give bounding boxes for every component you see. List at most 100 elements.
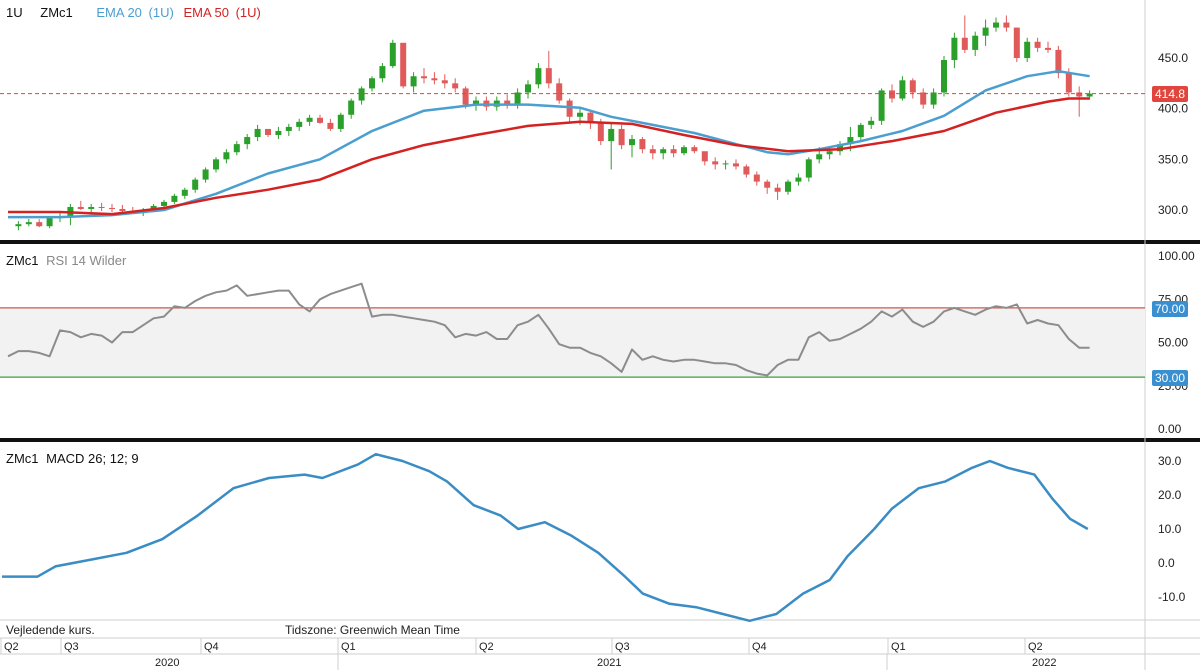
candle-body <box>1045 47 1051 50</box>
candle-body <box>265 128 271 136</box>
rsi-header: ZMc1 RSI 14 Wilder <box>6 253 126 268</box>
rsi-label: RSI 14 Wilder <box>46 253 127 268</box>
candle-body <box>795 177 802 182</box>
quarter-label: Q4 <box>752 641 767 653</box>
macd-line <box>2 452 1089 623</box>
candle-body <box>649 149 656 154</box>
candle-body <box>337 114 344 129</box>
ema50-label: EMA 50 <box>183 5 229 20</box>
candle-body <box>785 181 791 192</box>
year-label: 2021 <box>597 657 621 669</box>
candle-body <box>296 121 303 127</box>
rsi-symbol: ZMc1 <box>6 253 39 268</box>
macd-y-tick-label: 10.0 <box>1158 522 1182 536</box>
candle-body <box>930 92 937 105</box>
candle-body <box>941 60 947 93</box>
candle-body <box>691 147 698 152</box>
rsi-y-tick-label: 0.00 <box>1158 422 1182 436</box>
panel-divider <box>0 240 1200 244</box>
macd-y-tick-label: 30.0 <box>1158 454 1182 468</box>
panel-divider <box>0 438 1200 442</box>
ema20-interval: (1U) <box>148 5 174 20</box>
year-label: 2022 <box>1032 657 1056 669</box>
quarter-label: Q2 <box>4 641 19 653</box>
candle-body <box>993 22 999 28</box>
candle-body <box>733 163 739 167</box>
candle-body <box>951 37 958 61</box>
candle-body <box>899 80 906 99</box>
candle-body <box>462 88 469 105</box>
candle-body <box>577 112 583 117</box>
candle-body <box>88 206 95 209</box>
candle-body <box>587 112 594 123</box>
candle-body <box>608 128 615 142</box>
candle-body <box>1003 22 1010 28</box>
candle-body <box>410 76 417 87</box>
candle-body <box>369 78 375 89</box>
candle-body <box>816 154 823 160</box>
rsi-y-tick-label: 50.00 <box>1158 336 1188 350</box>
price-y-tick-label: 350.0 <box>1158 152 1188 166</box>
candle-body <box>358 88 365 101</box>
candle-body <box>306 117 313 122</box>
candle-body <box>982 27 989 36</box>
candle-body <box>192 179 199 190</box>
candle-body <box>837 144 843 152</box>
candle-body <box>421 76 427 79</box>
candle-body <box>15 224 22 227</box>
price-note: Vejledende kurs. <box>6 623 95 637</box>
candle-body <box>1076 92 1083 97</box>
rsi-line <box>7 282 1090 377</box>
candle-body <box>244 137 251 145</box>
candle-body <box>161 201 167 206</box>
macd-y-tick-label: 0.0 <box>1158 556 1175 570</box>
candle-body <box>753 174 760 182</box>
candle-body <box>275 130 282 136</box>
candle-body <box>400 42 407 87</box>
candle-body <box>317 117 323 123</box>
quarter-label: Q1 <box>341 641 356 653</box>
candle-body <box>202 169 209 180</box>
candle-body <box>1086 93 1093 97</box>
candle-body <box>514 92 521 105</box>
candle-body <box>535 68 542 85</box>
last-price-tag: 414.8 <box>1152 86 1189 102</box>
macd-symbol: ZMc1 <box>6 451 39 466</box>
candle-body <box>566 100 573 117</box>
candle-body <box>701 151 708 162</box>
quarter-label: Q2 <box>479 641 494 653</box>
ema20-line <box>8 69 1090 219</box>
candle-body <box>98 206 105 208</box>
candle-body <box>1013 27 1020 58</box>
candle-body <box>847 137 854 145</box>
candle-body <box>213 159 219 170</box>
interval-label[interactable]: 1U <box>6 5 23 20</box>
candle-body <box>379 66 386 79</box>
candle-body <box>681 147 687 154</box>
candle-body <box>743 166 750 175</box>
candle-body <box>857 124 864 138</box>
candle-body <box>119 208 126 212</box>
candle-body <box>109 207 115 209</box>
candle-body <box>285 126 292 131</box>
candle-body <box>774 187 781 192</box>
candle-body <box>618 128 625 146</box>
candle-body <box>826 151 833 155</box>
candle-body <box>441 80 448 84</box>
candle-body <box>348 100 355 115</box>
quarter-label: Q3 <box>64 641 79 653</box>
candle-body <box>920 92 927 105</box>
candle-body <box>660 149 667 154</box>
ema50-interval: (1U) <box>235 5 261 20</box>
candle-body <box>878 90 885 121</box>
candle-body <box>712 161 719 165</box>
macd-header: ZMc1 MACD 26; 12; 9 <box>6 451 139 466</box>
candle-body <box>171 195 178 202</box>
candle-body <box>972 35 979 50</box>
ema20-label: EMA 20 <box>96 5 142 20</box>
candle-body <box>525 84 531 93</box>
year-label: 2020 <box>155 657 179 669</box>
price-y-tick-label: 300.0 <box>1158 203 1188 217</box>
